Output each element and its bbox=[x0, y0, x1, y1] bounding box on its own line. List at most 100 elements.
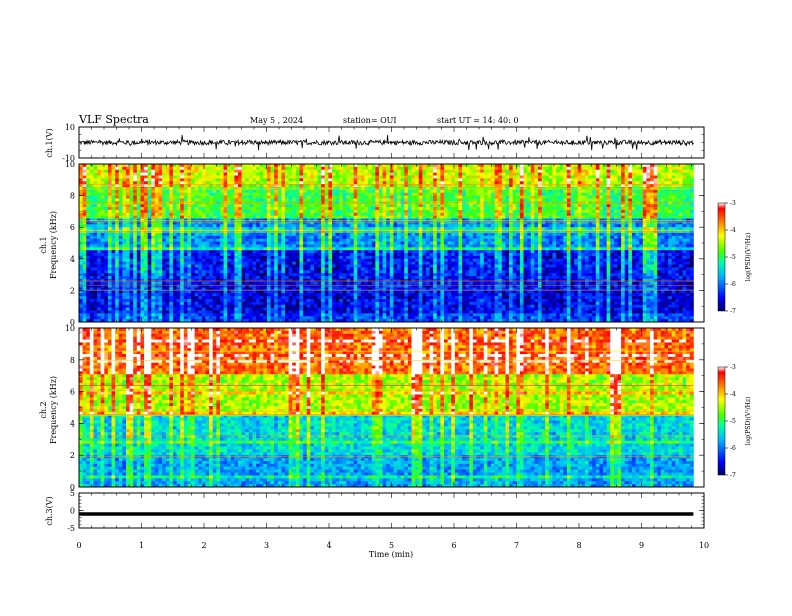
ch1-spectrogram-cell bbox=[267, 190, 271, 193]
ch1-spectrogram-cell bbox=[260, 224, 264, 227]
ch1-spectrogram-cell bbox=[148, 210, 152, 213]
ch1-spectrogram-cell bbox=[639, 178, 643, 181]
ch1-spectrogram-cell bbox=[440, 213, 444, 216]
ch1-spectrogram-cell bbox=[639, 175, 643, 178]
ch1-spectrogram-cell bbox=[332, 224, 336, 227]
ch1-spectrogram-cell bbox=[664, 216, 668, 219]
ch1-spectrogram-cell bbox=[415, 167, 419, 170]
ch1-spectrogram-cell bbox=[419, 213, 423, 216]
ch1-spectrogram-cell bbox=[513, 170, 517, 173]
ch1-spectrogram-cell bbox=[137, 244, 141, 247]
ch1-spectrogram-cell bbox=[130, 178, 134, 181]
ch1-spectrogram-cell bbox=[621, 198, 625, 201]
ch1-spectrogram-cell bbox=[469, 207, 473, 210]
ch1-spectrogram-cell bbox=[661, 173, 665, 176]
ch1-spectrogram-cell bbox=[104, 210, 108, 213]
ch1-spectrogram-cell bbox=[466, 173, 470, 176]
ch1-spectrogram-cell bbox=[234, 216, 238, 219]
ch1-spectrogram-cell bbox=[368, 224, 372, 227]
ch1-spectrogram-cell bbox=[242, 173, 246, 176]
ch1-spectrogram-cell bbox=[278, 213, 282, 216]
ch1-spectrogram-cell bbox=[509, 181, 513, 184]
ch1-spectrogram-cell bbox=[216, 207, 220, 210]
ch1-spectrogram-cell bbox=[191, 173, 195, 176]
ch1-spectrogram-cell bbox=[599, 193, 603, 196]
ch1-spectrogram-cell bbox=[339, 175, 343, 178]
ch1-spectrogram-cell bbox=[690, 236, 694, 239]
ch1-spectrogram-cell bbox=[227, 244, 231, 247]
ch1-spectrogram-cell bbox=[455, 181, 459, 184]
ch1-spectrogram-cell bbox=[198, 204, 202, 207]
ch1-spectrogram-cell bbox=[144, 233, 148, 236]
ch1-spectrogram-cell bbox=[325, 213, 329, 216]
ch1-spectrogram-cell bbox=[354, 175, 358, 178]
ch1-spectrogram-cell bbox=[401, 236, 405, 239]
ch1-spectrogram-cell bbox=[205, 190, 209, 193]
ch1-spectrogram-cell bbox=[126, 170, 130, 173]
ch1-spectrogram-cell bbox=[336, 175, 340, 178]
ch1-spectrogram-cell bbox=[238, 181, 242, 184]
ch1-spectrogram-cell bbox=[285, 173, 289, 176]
ch1-spectrogram-cell bbox=[198, 213, 202, 216]
ch1-spectrogram-cell bbox=[216, 181, 220, 184]
ch1-spectrogram-cell bbox=[401, 193, 405, 196]
ch1-spectrogram-cell bbox=[448, 173, 452, 176]
ch1-spectrogram-cell bbox=[581, 175, 585, 178]
ch1-spectrogram-cell bbox=[205, 242, 209, 245]
ch1-spectrogram-cell bbox=[534, 242, 538, 245]
ch1-spectrogram-cell bbox=[451, 239, 455, 242]
ch1-spectrogram-cell bbox=[672, 170, 676, 173]
ch1-spectrogram-cell bbox=[542, 193, 546, 196]
ch1-spectrogram-cell bbox=[495, 216, 499, 219]
ch1-spectrogram-cell bbox=[104, 181, 108, 184]
ch1-spectrogram-cell bbox=[296, 204, 300, 207]
ch1-spectrogram-cell bbox=[361, 239, 365, 242]
ch1-spectrogram-cell bbox=[574, 242, 578, 245]
ch1-spectrogram-cell bbox=[361, 207, 365, 210]
ch1-spectrogram-cell bbox=[112, 224, 116, 227]
ch1-spectrogram-cell bbox=[177, 196, 181, 199]
ch1-spectrogram-cell bbox=[245, 224, 249, 227]
ch1-spectrogram-cell bbox=[473, 233, 477, 236]
ch1-spectrogram-cell bbox=[148, 216, 152, 219]
ch1-spectrogram-cell bbox=[303, 204, 307, 207]
ch1-spectrogram-cell bbox=[213, 167, 217, 170]
ch1-spectrogram-cell bbox=[679, 173, 683, 176]
ch1-spectrogram-cell bbox=[393, 193, 397, 196]
ch1-spectrogram-cell bbox=[281, 239, 285, 242]
ch1-spectrogram-cell bbox=[683, 213, 687, 216]
ch1-spectrogram-cell bbox=[289, 170, 293, 173]
ch1-spectrogram-cell bbox=[354, 236, 358, 239]
ch1-spectrogram-cell bbox=[339, 204, 343, 207]
ch1-spectrogram-cell bbox=[466, 193, 470, 196]
ch1-spectrogram-cell bbox=[148, 196, 152, 199]
ch1-spectrogram-cell bbox=[151, 224, 155, 227]
ch1-spectrogram-cell bbox=[115, 193, 119, 196]
ch1-spectrogram-cell bbox=[411, 181, 415, 184]
ch1-spectrogram-cell bbox=[162, 244, 166, 247]
ch1-spectrogram-cell bbox=[513, 175, 517, 178]
ch1-spectrogram-cell bbox=[415, 175, 419, 178]
ch1-spectrogram-cell bbox=[184, 207, 188, 210]
ch1-spectrogram-cell bbox=[596, 204, 600, 207]
ch1-spectrogram-cell bbox=[625, 213, 629, 216]
ch1-spectrogram-cell bbox=[469, 242, 473, 245]
ch1-spectrogram-cell bbox=[672, 239, 676, 242]
ch1-spectrogram-cell bbox=[162, 181, 166, 184]
ch1-spectrogram-cell bbox=[386, 239, 390, 242]
ch1-spectrogram-cell bbox=[166, 224, 170, 227]
ch1-spectrogram-cell bbox=[393, 213, 397, 216]
ch1-spectrogram-cell bbox=[318, 242, 322, 245]
ch1-spectrogram-cell bbox=[567, 233, 571, 236]
ch1-spectrogram-cell bbox=[477, 170, 481, 173]
ch1-spectrogram-cell bbox=[122, 190, 126, 193]
ch1-spectrogram-cell bbox=[455, 236, 459, 239]
ch1-spectrogram-cell bbox=[524, 198, 528, 201]
ch1-spectrogram-cell bbox=[97, 216, 101, 219]
ch1-spectrogram-cell bbox=[79, 175, 83, 178]
ch1-spectrogram-cell bbox=[531, 181, 535, 184]
ch1-spectrogram-cell bbox=[614, 190, 618, 193]
ch1-spectrogram-cell bbox=[632, 190, 636, 193]
ch1-spectrogram-cell bbox=[97, 244, 101, 247]
ch1-spectrogram-cell bbox=[195, 204, 199, 207]
